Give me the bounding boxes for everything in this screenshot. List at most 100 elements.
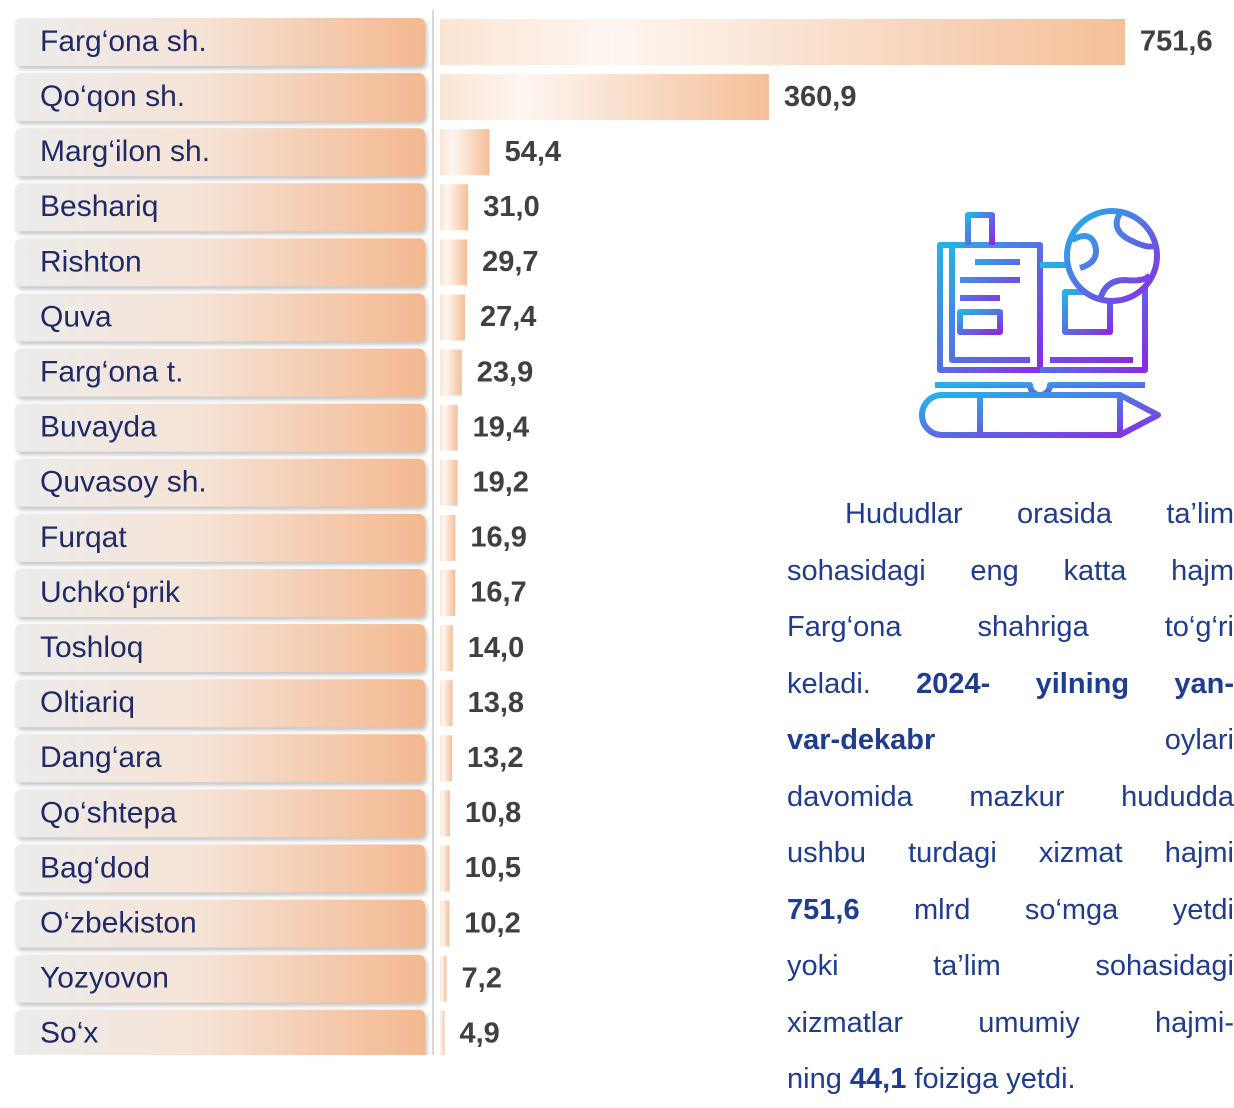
- category-label: Yozyovon: [40, 962, 169, 995]
- bar: [440, 459, 458, 506]
- category-label: Marg‘ilon sh.: [40, 135, 210, 168]
- value-label: 360,9: [784, 81, 857, 113]
- bold-text: 2024- yilning yan-: [916, 667, 1234, 700]
- value-label: 14,0: [468, 632, 524, 664]
- category-box: [15, 954, 425, 1003]
- value-label: 16,9: [470, 522, 526, 554]
- text: davomida mazkur hududda: [787, 780, 1234, 813]
- value-label: 29,7: [482, 246, 538, 278]
- text: Hududlar orasida ta’lim: [845, 498, 1234, 530]
- category-box: [15, 679, 425, 728]
- category-label: Buvayda: [40, 411, 157, 444]
- text: sohasidagi eng katta hajm: [787, 554, 1234, 587]
- category-box: [15, 348, 425, 397]
- category-box: [15, 513, 425, 562]
- category-box: [15, 458, 425, 507]
- value-label: 16,7: [470, 577, 526, 609]
- value-label: 31,0: [483, 191, 539, 223]
- value-label: 19,4: [473, 411, 529, 443]
- text-line: keladi. 2024- yilning yan-: [787, 656, 1234, 713]
- value-label: 10,8: [465, 797, 521, 829]
- category-box: [15, 624, 425, 673]
- category-label: Qo‘shtepa: [40, 796, 177, 829]
- text-line: Farg‘ona shahriga to‘g‘ri: [787, 599, 1234, 656]
- bar: [440, 404, 458, 451]
- category-label: Bag‘dod: [40, 851, 150, 884]
- text: ushbu turdagi xizmat hajmi: [787, 837, 1234, 869]
- category-box: [15, 789, 425, 838]
- text-line: Hududlar orasida ta’lim: [787, 486, 1234, 543]
- text-line: 751,6 mlrd so‘mga yetdi: [787, 882, 1234, 939]
- bar: [440, 900, 450, 947]
- summary-text: Hududlar orasida ta’lim sohasidagi eng ka…: [787, 486, 1234, 1108]
- text: ning: [787, 1063, 850, 1095]
- bar: [440, 514, 456, 561]
- bar: [440, 735, 453, 782]
- category-label: Furqat: [40, 521, 127, 554]
- text: mlrd so‘mga yetdi: [859, 893, 1234, 926]
- bar: [440, 955, 447, 1002]
- value-label: 4,9: [459, 1017, 499, 1049]
- category-label: Rishton: [40, 245, 142, 278]
- text-line: xizmatlar umumiy hajmi-: [787, 995, 1234, 1052]
- value-label: 13,2: [467, 742, 523, 774]
- bar: [440, 184, 469, 231]
- text: Farg‘ona shahriga to‘g‘ri: [787, 611, 1234, 643]
- book-icon: [919, 208, 1161, 438]
- category-box: [15, 18, 425, 66]
- bold-text: var-dekabr: [787, 724, 936, 756]
- bar: [440, 349, 462, 396]
- category-box: [15, 734, 425, 783]
- category-label: Quvasoy sh.: [40, 466, 207, 499]
- category-label: Qo‘qon sh.: [40, 80, 185, 113]
- category-label: Beshariq: [40, 190, 158, 223]
- category-label: Uchko‘prik: [40, 576, 181, 609]
- value-label: 54,4: [505, 136, 561, 168]
- category-label: Toshloq: [40, 631, 143, 664]
- category-label: Quva: [40, 300, 112, 333]
- bar: [440, 625, 453, 672]
- text-line: ushbu turdagi xizmat hajmi: [787, 825, 1234, 882]
- category-label: Dang‘ara: [40, 741, 162, 774]
- category-label: Farg‘ona sh.: [40, 25, 207, 58]
- text: yoki ta’lim sohasidagi: [787, 950, 1234, 982]
- text-line: yoki ta’lim sohasidagi: [787, 938, 1234, 995]
- category-box: [15, 1009, 425, 1055]
- chart: Farg‘ona sh. 751,6 Qo‘qon sh. 360,9 Marg‘ilo…: [15, 10, 1213, 1055]
- bar: [440, 790, 450, 837]
- text: foiziga yetdi.: [906, 1063, 1076, 1095]
- category-box: [15, 569, 425, 617]
- value-label: 23,9: [477, 356, 533, 388]
- page: Farg‘ona sh. 751,6 Qo‘qon sh. 360,9 Marg‘ilo…: [15, 10, 1234, 1095]
- category-label: So‘x: [40, 1017, 98, 1050]
- category-box: [15, 73, 425, 122]
- value-label: 751,6: [1140, 26, 1213, 58]
- category-box: [15, 128, 425, 177]
- text-line: davomida mazkur hududda: [787, 769, 1234, 826]
- text-line: var-dekabr oylari: [787, 712, 1234, 769]
- value-label: 10,2: [464, 907, 520, 939]
- text-line: ning 44,1 foiziga yetdi.: [787, 1051, 1234, 1108]
- bold-text: 751,6: [787, 893, 860, 926]
- value-label: 13,8: [468, 687, 524, 719]
- text: xizmatlar umumiy hajmi-: [787, 1006, 1234, 1039]
- value-label: 10,5: [465, 852, 521, 884]
- bar: [440, 294, 465, 341]
- bold-text: 44,1: [849, 1063, 907, 1095]
- value-label: 19,2: [472, 466, 528, 498]
- bar: [440, 239, 468, 286]
- bar: [440, 129, 490, 176]
- bar: [440, 845, 450, 892]
- bar: [440, 1010, 445, 1055]
- category-box: [15, 844, 425, 893]
- category-label: Farg‘ona t.: [40, 356, 183, 389]
- category-label: O‘zbekiston: [40, 907, 197, 940]
- bar: [440, 680, 453, 727]
- category-box: [15, 183, 425, 232]
- value-label: 7,2: [462, 962, 502, 994]
- category-box: [15, 403, 425, 452]
- text: keladi.: [787, 667, 917, 700]
- category-box: [15, 293, 425, 342]
- value-label: 27,4: [480, 301, 536, 333]
- category-box: [15, 238, 425, 287]
